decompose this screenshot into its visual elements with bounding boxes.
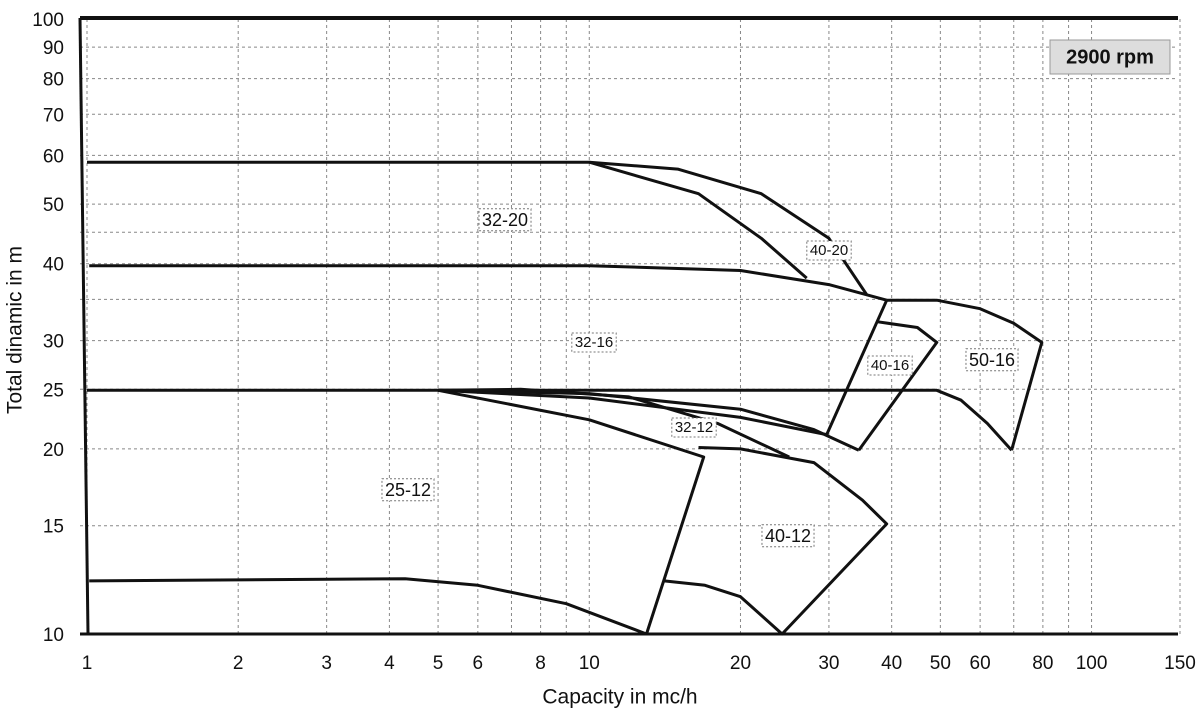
curve — [857, 320, 939, 452]
x-tick-label: 100 — [1076, 653, 1108, 674]
y-tick-label: 20 — [43, 440, 64, 461]
curve — [589, 160, 869, 296]
x-tick-label: 2 — [233, 653, 244, 674]
curve — [87, 160, 808, 280]
x-tick-label: 5 — [433, 653, 444, 674]
curves — [87, 160, 1044, 636]
curve — [437, 388, 706, 635]
region-label: 40-16 — [871, 357, 909, 374]
x-axis-title: Capacity in mc/h — [542, 686, 697, 709]
grid — [80, 18, 1181, 635]
annotation-box — [1049, 39, 1171, 75]
x-tick-label: 6 — [473, 653, 484, 674]
x-tick-label: 80 — [1032, 653, 1053, 674]
y-tick-label: 25 — [43, 380, 64, 401]
region-label: 32-20 — [482, 210, 528, 230]
y-tick-label: 90 — [43, 38, 64, 59]
y-tick-label: 15 — [43, 517, 64, 538]
x-tick-label: 40 — [881, 653, 902, 674]
curve — [438, 388, 860, 452]
y-tick-label: 70 — [43, 105, 64, 126]
x-tick-label: 10 — [579, 653, 600, 674]
curve — [664, 446, 889, 636]
y-tick-label: 10 — [43, 625, 64, 646]
region-label: 32-12 — [675, 419, 713, 436]
y-tick-label: 80 — [43, 70, 64, 91]
region-label: 25-12 — [385, 480, 431, 500]
frame-left — [78, 17, 90, 635]
x-tick-label: 3 — [321, 653, 332, 674]
y-tick-label: 100 — [32, 10, 64, 31]
x-tick-label: 8 — [535, 653, 546, 674]
x-tick-label: 30 — [818, 653, 839, 674]
curve — [89, 264, 888, 302]
region-label-box — [671, 417, 717, 438]
region-label-box — [806, 240, 852, 261]
x-tick-label: 150 — [1164, 653, 1196, 674]
x-tick-label: 50 — [930, 653, 951, 674]
y-tick-label: 60 — [43, 146, 64, 167]
y-axis-title: Total dinamic in m — [4, 246, 27, 414]
region-label: 40-12 — [765, 526, 811, 546]
region-label: 50-16 — [969, 350, 1015, 370]
curve — [886, 298, 1044, 451]
y-tick-label: 50 — [43, 195, 64, 216]
region-label: 40-20 — [810, 242, 848, 259]
x-tick-label: 4 — [384, 653, 395, 674]
region-label-box — [965, 348, 1019, 372]
y-tick-label: 30 — [43, 332, 64, 353]
region-label-box — [571, 332, 617, 353]
region-label-box — [478, 208, 532, 232]
x-tick-label: 1 — [82, 653, 93, 674]
curve — [87, 388, 1013, 452]
curve — [825, 299, 889, 436]
labels: 32-20 40-20 32-16 40-16 50-16 32-12 25-12 40-12 — [381, 208, 1019, 548]
region-label-box — [761, 524, 815, 548]
x-tick-label: 20 — [730, 653, 751, 674]
x-tick-label: 60 — [970, 653, 991, 674]
curve — [438, 387, 790, 459]
curve — [89, 577, 648, 636]
annotation: 2900 rpm — [1066, 46, 1154, 68]
region-label: 32-16 — [575, 334, 613, 351]
region-label-box — [867, 355, 913, 376]
region-label-box — [381, 478, 435, 502]
y-tick-label: 40 — [43, 255, 64, 276]
